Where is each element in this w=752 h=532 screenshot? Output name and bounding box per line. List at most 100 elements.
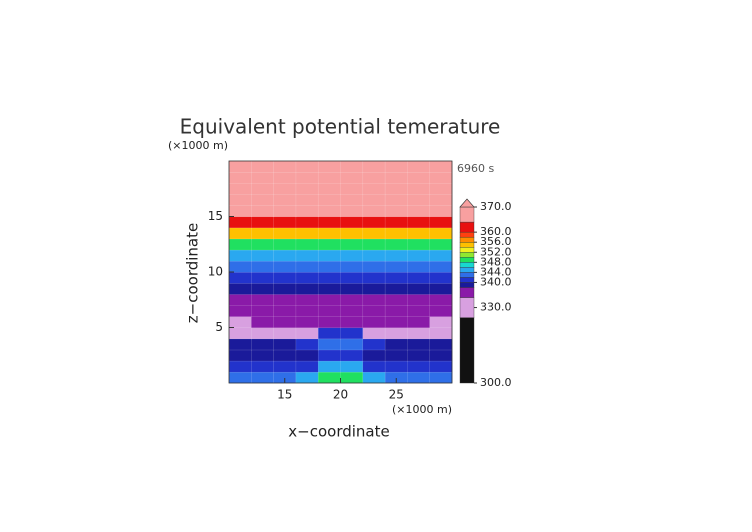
contour-cell bbox=[228, 238, 252, 251]
contour-cell bbox=[384, 316, 408, 329]
contour-cell bbox=[362, 282, 386, 295]
contour-cell bbox=[228, 171, 252, 184]
contour-cell bbox=[429, 338, 453, 351]
contour-cell bbox=[384, 238, 408, 251]
contour-cell bbox=[362, 216, 386, 229]
colorbar-band bbox=[459, 282, 475, 288]
contour-cell bbox=[251, 293, 275, 306]
contour-cell bbox=[340, 227, 364, 240]
contour-cell bbox=[295, 338, 319, 351]
contour-cell bbox=[384, 271, 408, 284]
contour-cell bbox=[317, 282, 342, 295]
contour-cell bbox=[340, 271, 364, 284]
contour-cell bbox=[384, 360, 408, 373]
contour-cell bbox=[273, 260, 297, 273]
x-label: x−coordinate bbox=[288, 423, 389, 441]
contour-cell bbox=[429, 238, 453, 251]
contour-cell bbox=[384, 249, 408, 262]
contour-cell bbox=[384, 194, 408, 206]
contour-cell bbox=[429, 249, 453, 262]
colorbar-band bbox=[459, 272, 475, 278]
contour-cell bbox=[429, 182, 453, 195]
contour-cell bbox=[317, 216, 342, 229]
contour-cell bbox=[340, 205, 364, 218]
contour-cell bbox=[340, 249, 364, 262]
contour-cell bbox=[228, 271, 252, 284]
contour-cell bbox=[362, 349, 386, 362]
contour-cell bbox=[295, 205, 319, 218]
contour-cell bbox=[384, 260, 408, 273]
contour-cell bbox=[429, 271, 453, 284]
y-label: z−coordinate bbox=[184, 223, 202, 323]
contour-cell bbox=[407, 160, 431, 173]
colorbar-tick-label: 348.0 bbox=[480, 255, 512, 268]
contour-cell bbox=[340, 349, 364, 362]
colorbar-band bbox=[459, 236, 475, 243]
contour-cell bbox=[384, 327, 408, 340]
contour-cell bbox=[362, 238, 386, 251]
contour-cell bbox=[295, 160, 319, 173]
contour-cell bbox=[429, 216, 453, 229]
contour-cell bbox=[317, 227, 342, 240]
contour-cell bbox=[228, 194, 252, 206]
contour-cell bbox=[317, 171, 342, 184]
contour-cell bbox=[362, 305, 386, 317]
contour-cell bbox=[317, 182, 342, 195]
x-tick-label: 25 bbox=[389, 388, 404, 402]
contour-cell bbox=[340, 316, 364, 329]
contour-cell bbox=[340, 194, 364, 206]
colorbar-tick-label: 340.0 bbox=[480, 275, 512, 288]
contour-cell bbox=[429, 227, 453, 240]
contour-cell bbox=[362, 182, 386, 195]
contour-cell bbox=[429, 371, 453, 384]
contour-cell bbox=[317, 249, 342, 262]
contour-cell bbox=[362, 205, 386, 218]
contour-cell bbox=[273, 238, 297, 251]
contour-cell bbox=[362, 271, 386, 284]
contour-cell bbox=[362, 160, 386, 173]
contour-cell bbox=[317, 160, 342, 173]
contour-cell bbox=[228, 327, 252, 340]
contour-cell bbox=[251, 271, 275, 284]
contour-cell bbox=[362, 227, 386, 240]
contour-cell bbox=[251, 249, 275, 262]
contour-cell bbox=[362, 293, 386, 306]
contour-cell bbox=[340, 238, 364, 251]
contour-cell bbox=[317, 238, 342, 251]
y-unit: (×1000 m) bbox=[168, 139, 228, 152]
contour-cell bbox=[295, 171, 319, 184]
contour-cell bbox=[340, 371, 364, 384]
contour-cell bbox=[228, 205, 252, 218]
contour-cell bbox=[273, 227, 297, 240]
contour-cell bbox=[317, 316, 342, 329]
contour-cell bbox=[407, 182, 431, 195]
contour-cell bbox=[407, 271, 431, 284]
contour-cell bbox=[384, 338, 408, 351]
contour-cell bbox=[317, 338, 342, 351]
colorbar-band bbox=[459, 241, 475, 248]
contour-cell bbox=[340, 305, 364, 317]
contour-cell bbox=[228, 249, 252, 262]
contour-cell bbox=[407, 293, 431, 306]
contour-cell bbox=[407, 327, 431, 340]
contour-cell bbox=[407, 171, 431, 184]
contour-cell bbox=[384, 182, 408, 195]
contour-cell bbox=[295, 371, 319, 384]
contour-cell bbox=[340, 327, 364, 340]
contour-cell bbox=[317, 260, 342, 273]
colorbar-band bbox=[459, 317, 475, 384]
contour-cell bbox=[317, 271, 342, 284]
contour-cell bbox=[362, 327, 386, 340]
contour-cell bbox=[251, 182, 275, 195]
x-tick-label: 20 bbox=[333, 388, 348, 402]
contour-cell bbox=[273, 271, 297, 284]
contour-cell bbox=[273, 360, 297, 373]
contour-cell bbox=[228, 282, 252, 295]
contour-cell bbox=[295, 227, 319, 240]
contour-cell bbox=[295, 182, 319, 195]
colorbar-tick-label: 370.0 bbox=[480, 200, 512, 213]
contour-cell bbox=[273, 349, 297, 362]
contour-cell bbox=[362, 260, 386, 273]
contour-cell bbox=[295, 238, 319, 251]
contour-cell bbox=[362, 171, 386, 184]
